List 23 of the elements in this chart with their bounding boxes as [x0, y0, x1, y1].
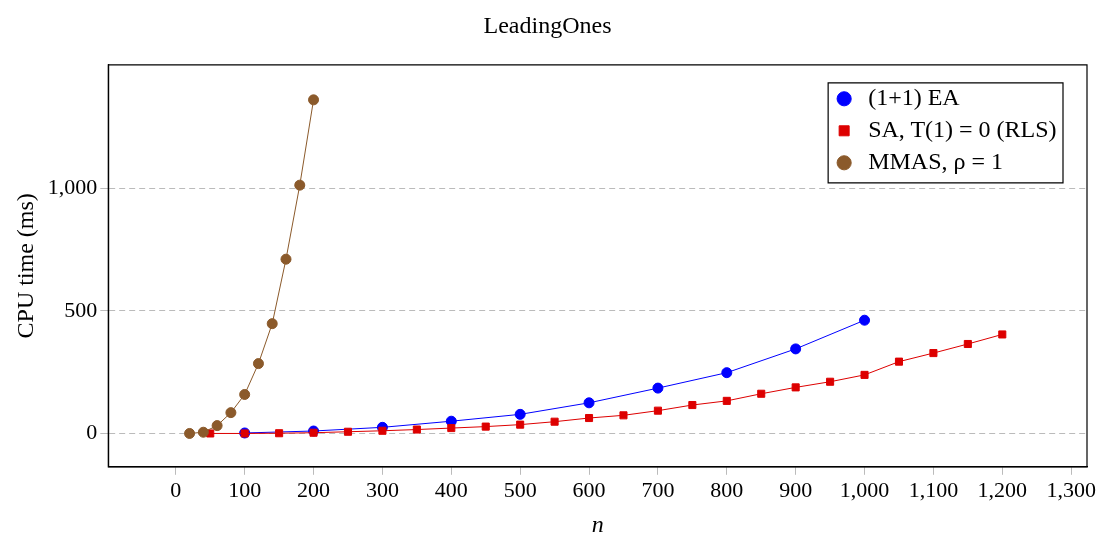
x-tick-label: 800	[710, 476, 744, 502]
legend-label: MMAS, ρ = 1	[868, 148, 1004, 175]
x-tick-label: 400	[434, 476, 468, 502]
chart-title: LeadingOnes	[483, 11, 612, 38]
x-tick-label: 700	[641, 476, 675, 502]
x-tick-label: 300	[365, 476, 399, 502]
legend-label: SA, T(1) = 0 (RLS)	[868, 116, 1057, 143]
x-tick-label: 1,200	[977, 476, 1028, 502]
legend-label: (1+1) EA	[868, 84, 961, 111]
x-tick-label: 900	[779, 476, 813, 502]
x-axis-title: n	[591, 510, 604, 537]
y-tick-label: 500	[64, 296, 98, 322]
x-tick-label: 1,100	[908, 476, 959, 502]
x-tick-label: 600	[572, 476, 606, 502]
x-tick-label: 500	[503, 476, 537, 502]
x-tick-label: 1,000	[839, 476, 890, 502]
y-axis-title: CPU time (ms)	[11, 193, 38, 339]
x-tick-label: 200	[297, 476, 331, 502]
x-tick-label: 0	[170, 476, 182, 502]
y-tick-label: 0	[86, 419, 98, 445]
x-tick-label: 1,300	[1046, 476, 1096, 502]
y-tick-label: 1,000	[47, 174, 98, 200]
x-tick-label: 100	[228, 476, 262, 502]
